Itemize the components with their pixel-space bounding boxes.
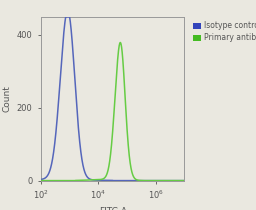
Y-axis label: Count: Count (2, 85, 11, 112)
X-axis label: FITC-A: FITC-A (99, 207, 127, 210)
Legend: Isotype control, Primary antibody: Isotype control, Primary antibody (193, 21, 256, 43)
